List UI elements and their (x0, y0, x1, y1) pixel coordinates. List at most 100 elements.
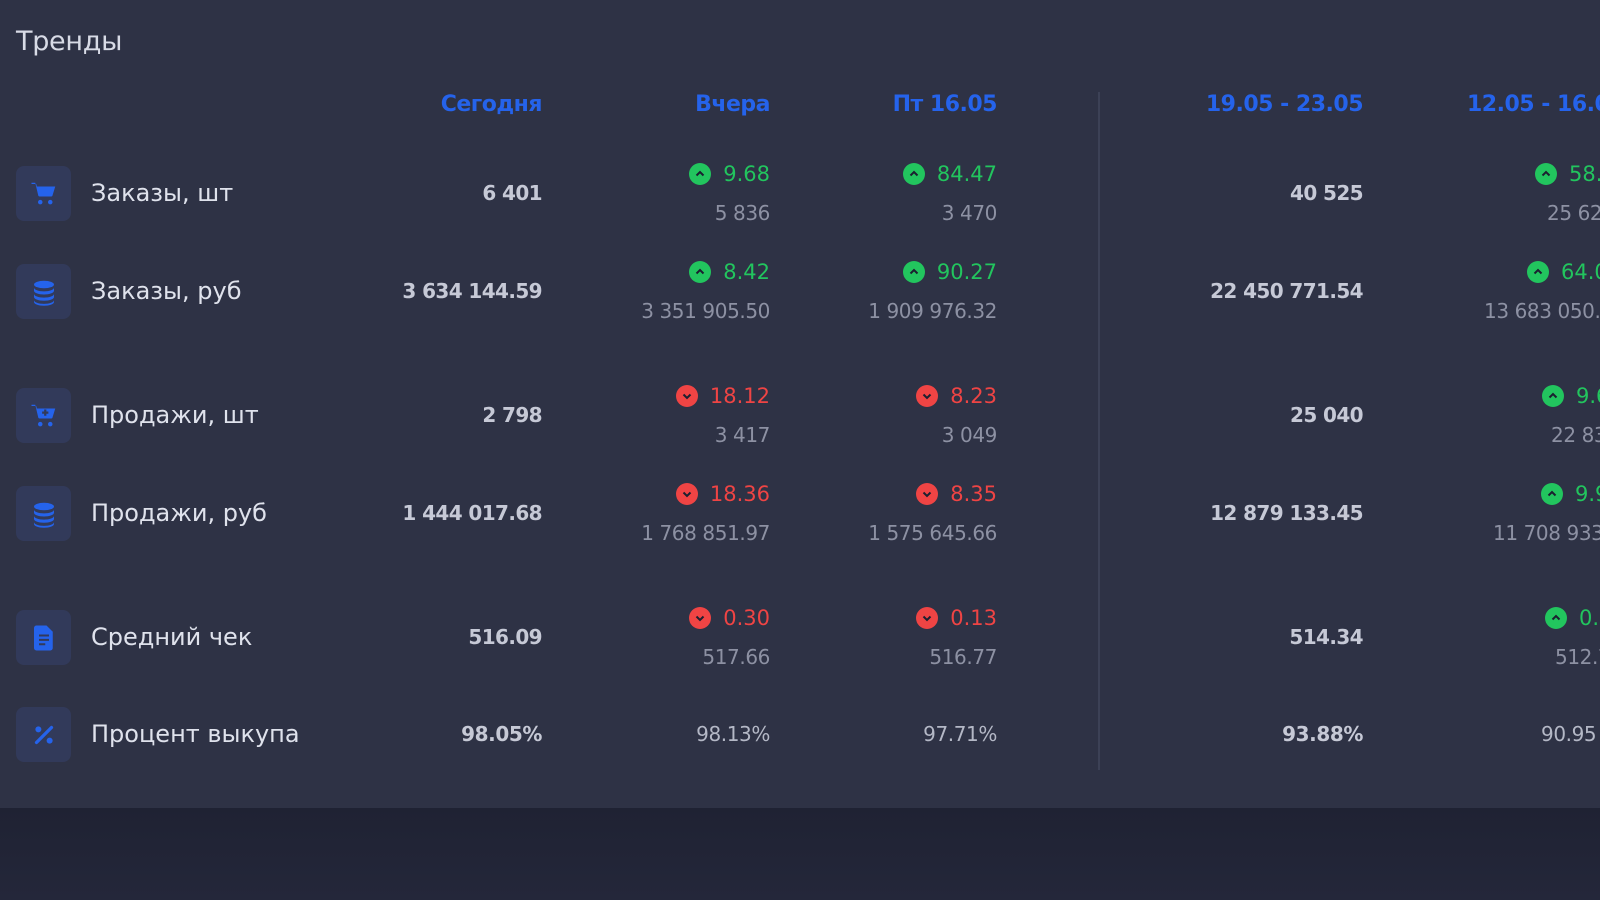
arrow-down-icon (916, 607, 939, 629)
prev-value-week2: 25 62 (1547, 201, 1600, 225)
delta-value: 9.9 (1575, 482, 1600, 506)
row-icon-avg-check (16, 610, 71, 665)
column-header-yesterday: Вчера (695, 92, 770, 117)
row-icon-orders-qty (16, 166, 71, 221)
arrow-down-icon (916, 385, 939, 407)
value-today: 2 798 (482, 403, 542, 427)
row-label: Средний чек (91, 623, 253, 651)
arrow-up-icon (1527, 261, 1549, 283)
value-today: 1 444 017.68 (402, 501, 542, 525)
value-today: 98.05% (461, 722, 542, 746)
arrow-up-icon (1542, 385, 1564, 407)
prev-value-friday: 3 049 (941, 423, 998, 447)
prev-value-yesterday: 5 836 (714, 201, 771, 225)
value-week1: 93.88% (1282, 722, 1363, 746)
page-background (0, 808, 1600, 900)
value-today: 6 401 (482, 181, 542, 205)
delta-value: 8.23 (950, 384, 997, 408)
prev-value-week2: 11 708 933.5 (1493, 521, 1600, 545)
cart-icon (31, 182, 55, 204)
row-icon-orders-rub (16, 264, 71, 319)
delta-value: 9.68 (723, 162, 770, 186)
delta-yesterday: 18.12 (675, 382, 770, 410)
arrow-up-icon (902, 261, 925, 283)
delta-value: 0.13 (950, 606, 997, 630)
value-week1: 514.34 (1289, 625, 1363, 649)
row-label: Заказы, руб (91, 277, 242, 305)
prev-value-friday: 3 470 (941, 201, 998, 225)
value-yesterday: 98.13% (696, 722, 770, 746)
arrow-up-icon (689, 261, 712, 283)
delta-value: 18.12 (709, 384, 770, 408)
prev-value-friday: 516.77 (929, 645, 997, 669)
delta-week2: 64.0 (1527, 258, 1600, 286)
prev-value-friday: 1 575 645.66 (868, 521, 997, 545)
prev-value-week2: 22 83 (1551, 423, 1600, 447)
prev-value-yesterday: 1 768 851.97 (641, 521, 770, 545)
row-icon-sales-rub (16, 486, 71, 541)
cart-plus-icon (31, 404, 55, 426)
delta-value: 8.42 (723, 260, 770, 284)
row-label: Продажи, шт (91, 401, 259, 429)
delta-friday: 84.47 (902, 160, 997, 188)
delta-week2: 58.1 (1535, 160, 1600, 188)
coins-icon (33, 280, 54, 306)
column-header-week1: 19.05 - 23.05 (1205, 92, 1364, 117)
arrow-down-icon (689, 607, 712, 629)
prev-value-yesterday: 517.66 (702, 645, 770, 669)
row-label: Заказы, шт (91, 179, 234, 207)
row-icon-buyout-percent (16, 707, 71, 762)
column-header-friday: Пт 16.05 (892, 92, 998, 117)
delta-yesterday: 0.30 (689, 604, 770, 632)
arrow-up-icon (1535, 163, 1557, 185)
delta-value: 84.47 (936, 162, 997, 186)
arrow-up-icon (1545, 607, 1567, 629)
prev-value-friday: 1 909 976.32 (868, 299, 997, 323)
delta-friday: 90.27 (902, 258, 997, 286)
arrow-up-icon (689, 163, 712, 185)
value-week2: 90.95 (1541, 722, 1597, 746)
delta-yesterday: 8.42 (689, 258, 770, 286)
value-week1: 22 450 771.54 (1210, 279, 1363, 303)
delta-week2: 9.6 (1542, 382, 1600, 410)
column-header-week2: 12.05 - 16.0 (1467, 92, 1600, 117)
column-divider (1098, 92, 1100, 770)
delta-value: 9.6 (1576, 384, 1600, 408)
arrow-down-icon (675, 385, 698, 407)
delta-yesterday: 18.36 (675, 480, 770, 508)
delta-week2: 0.3 (1545, 604, 1600, 632)
delta-friday: 8.23 (916, 382, 997, 410)
arrow-down-icon (916, 483, 939, 505)
value-today: 3 634 144.59 (402, 279, 542, 303)
delta-yesterday: 9.68 (689, 160, 770, 188)
delta-value: 90.27 (936, 260, 997, 284)
value-week1: 25 040 (1290, 403, 1364, 427)
delta-friday: 0.13 (916, 604, 997, 632)
prev-value-week2: 512.7 (1555, 645, 1600, 669)
value-today: 516.09 (468, 625, 542, 649)
delta-value: 0.3 (1579, 606, 1600, 630)
delta-value: 58.1 (1569, 162, 1600, 186)
arrow-up-icon (1541, 483, 1563, 505)
row-label: Продажи, руб (91, 499, 267, 527)
delta-week2: 9.9 (1541, 480, 1600, 508)
value-friday: 97.71% (923, 722, 997, 746)
arrow-down-icon (675, 483, 698, 505)
value-week1: 40 525 (1290, 181, 1364, 205)
delta-value: 18.36 (709, 482, 770, 506)
delta-friday: 8.35 (916, 480, 997, 508)
receipt-icon (33, 625, 53, 650)
trends-panel: Тренды Сегодня Вчера Пт 16.05 19.05 - 23… (0, 0, 1600, 808)
percent-icon (34, 725, 53, 744)
panel-title: Тренды (16, 26, 123, 57)
delta-value: 64.0 (1561, 260, 1600, 284)
value-week1: 12 879 133.45 (1210, 501, 1363, 525)
coins-icon (33, 502, 54, 528)
column-header-today: Сегодня (440, 92, 543, 117)
prev-value-week2: 13 683 050.1 (1484, 299, 1600, 323)
delta-value: 0.30 (723, 606, 770, 630)
delta-value: 8.35 (950, 482, 997, 506)
row-label: Процент выкупа (91, 720, 300, 748)
row-icon-sales-qty (16, 388, 71, 443)
arrow-up-icon (902, 163, 925, 185)
